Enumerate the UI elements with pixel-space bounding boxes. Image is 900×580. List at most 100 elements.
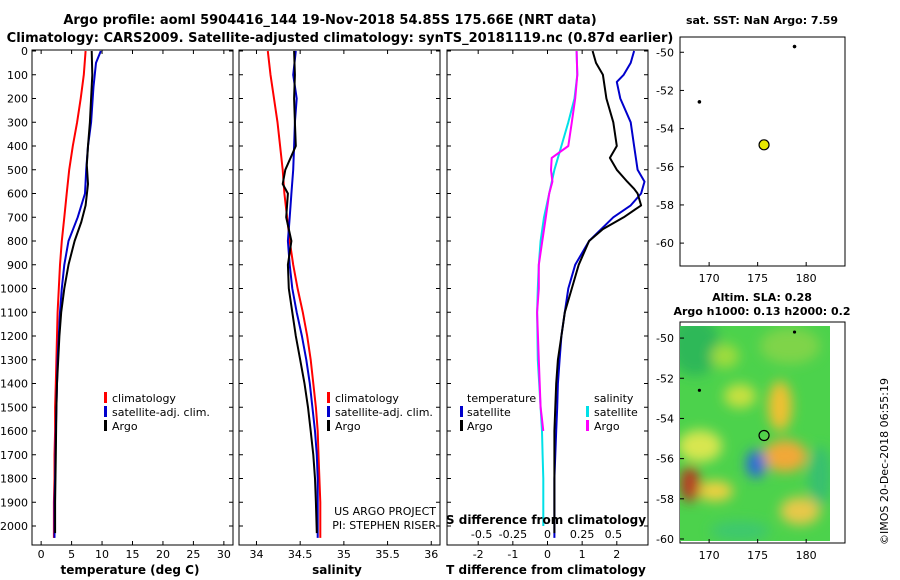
legend-s-satellite: satellite	[594, 406, 638, 419]
legend-t-argo: Argo	[467, 420, 493, 433]
x-tick-label: 15	[126, 548, 140, 561]
x-tick-label: 0	[544, 548, 551, 561]
map-y-tick-label: -58	[656, 493, 674, 506]
legend-temperature-title: temperature	[467, 392, 536, 405]
legend-argo: Argo	[112, 420, 138, 433]
x-tick-label: 5	[68, 548, 75, 561]
depth-tick-label: 500	[7, 164, 28, 177]
legend-argo: Argo	[335, 420, 361, 433]
nearby-float-dot	[697, 388, 702, 392]
nearby-float-dot	[697, 100, 702, 104]
legend-t-argo-swatch	[460, 420, 463, 431]
sla-map-axis: 170 175 180 -50 -52 -54 -56 -58 -60	[656, 332, 817, 562]
s-diff-tick-label: -0.25	[499, 528, 527, 541]
salinity-xlabel: salinity	[312, 563, 362, 577]
x-tick-label: 25	[186, 548, 200, 561]
temperature-legend: climatology satellite-adj. clim. Argo	[104, 392, 210, 433]
x-tick-label: 2	[613, 548, 620, 561]
depth-tick-label: 1100	[0, 306, 28, 319]
sla-map-subtitle: Argo h1000: 0.13 h2000: 0.2	[673, 305, 850, 318]
depth-tick-label: 900	[7, 259, 28, 272]
s-diff-tick-label: 0	[544, 528, 551, 541]
map-y-tick-label: -60	[656, 533, 674, 546]
x-tick-label: 36	[424, 548, 438, 561]
legend-t-satellite: satellite	[467, 406, 511, 419]
map-x-tick-label: 170	[699, 272, 720, 285]
map-y-tick-label: -56	[656, 453, 674, 466]
map-x-tick-label: 180	[796, 272, 817, 285]
series-climatology	[266, 50, 322, 538]
sla-field	[680, 326, 830, 541]
map-x-tick-label: 175	[747, 272, 768, 285]
map-x-tick-label: 175	[747, 549, 768, 562]
temperature-xlabel: temperature (deg C)	[61, 563, 200, 577]
x-tick-label: 35.5	[375, 548, 400, 561]
sst-map-panel: sat. SST: NaN Argo: 7.59 170 175 180 -50 -52…	[656, 14, 846, 285]
legend-climatology: climatology	[335, 392, 399, 405]
legend-satellite-swatch	[104, 406, 107, 417]
salinity-x-axis: 34 34.5 35 35.5 36	[239, 50, 440, 561]
depth-tick-label: 2000	[0, 520, 28, 533]
difference-panel: -2 -1 0 1 2 T difference from climatology S …	[446, 49, 649, 577]
map-y-tick-label: -50	[656, 46, 674, 59]
sla-map-points	[697, 330, 797, 442]
depth-axis: 0 100 200 300 400 500 600 700 800 900 1000 1100 1200…	[0, 45, 28, 533]
series-temperature-satellite	[553, 50, 646, 538]
salinity-legend: climatology satellite-adj. clim. Argo	[327, 392, 433, 433]
legend-argo-swatch	[104, 420, 107, 431]
depth-tick-label: 1600	[0, 425, 28, 438]
depth-tick-label: 1900	[0, 496, 28, 509]
legend-climatology-swatch	[104, 392, 107, 403]
legend-salinity-title: salinity	[594, 392, 634, 405]
legend-t-satellite-swatch	[460, 406, 463, 417]
sla-map-title: Altim. SLA: 0.28	[712, 291, 812, 304]
map-y-tick-label: -54	[656, 412, 674, 425]
legend-climatology-swatch	[327, 392, 330, 403]
legend-s-argo: Argo	[594, 420, 620, 433]
depth-tick-label: 1200	[0, 330, 28, 343]
difference-xlabel: T difference from climatology	[446, 563, 646, 577]
nearby-float-dot	[792, 44, 797, 49]
s-diff-tick-label: 0.5	[605, 528, 623, 541]
legend-satellite-swatch	[327, 406, 330, 417]
s-diff-tick-label: -0.5	[471, 528, 492, 541]
depth-tick-label: 200	[7, 93, 28, 106]
salinity-series	[266, 50, 322, 538]
sla-heatmap	[680, 326, 830, 541]
s-diff-tick-label: 0.25	[570, 528, 595, 541]
pi-credit: PI: STEPHEN RISER	[332, 519, 436, 532]
header-line-1: Argo profile: aoml 5904416_144 19-Nov-20…	[63, 13, 596, 28]
map-y-tick-label: -56	[656, 161, 674, 174]
map-x-tick-label: 180	[796, 549, 817, 562]
legend-satellite: satellite-adj. clim.	[112, 406, 210, 419]
x-tick-label: 0	[38, 548, 45, 561]
map-y-tick-label: -50	[656, 332, 674, 345]
depth-tick-label: 100	[7, 69, 28, 82]
float-position-marker	[758, 429, 770, 442]
header-line-2: Climatology: CARS2009. Satellite-adjuste…	[7, 31, 674, 46]
salinity-axes	[238, 49, 441, 546]
depth-tick-label: 300	[7, 116, 28, 129]
x-tick-label: 10	[95, 548, 109, 561]
float-position-marker	[758, 139, 770, 151]
sst-map-title: sat. SST: NaN Argo: 7.59	[686, 14, 838, 27]
x-tick-label: 34.5	[288, 548, 313, 561]
difference-series	[536, 50, 646, 538]
map-x-tick-label: 170	[699, 549, 720, 562]
sst-map-axis: 170 175 180 -50 -52 -54 -56 -58 -60	[656, 46, 817, 285]
legend-s-argo-swatch	[586, 420, 589, 431]
depth-tick-label: 1700	[0, 449, 28, 462]
map-y-tick-label: -52	[656, 372, 674, 385]
sst-map-axes	[679, 36, 846, 267]
series-temperature-argo	[553, 50, 643, 534]
depth-tick-label: 1500	[0, 401, 28, 414]
depth-tick-label: 0	[21, 45, 28, 58]
depth-tick-label: 1000	[0, 283, 28, 296]
depth-tick-label: 400	[7, 140, 28, 153]
temperature-panel: 0100200300400500600700800900100011001200…	[0, 45, 234, 577]
series-salinity-argo	[536, 50, 579, 432]
series-argo	[54, 50, 94, 534]
x-tick-label: 1	[579, 548, 586, 561]
x-tick-label: 35	[337, 548, 351, 561]
